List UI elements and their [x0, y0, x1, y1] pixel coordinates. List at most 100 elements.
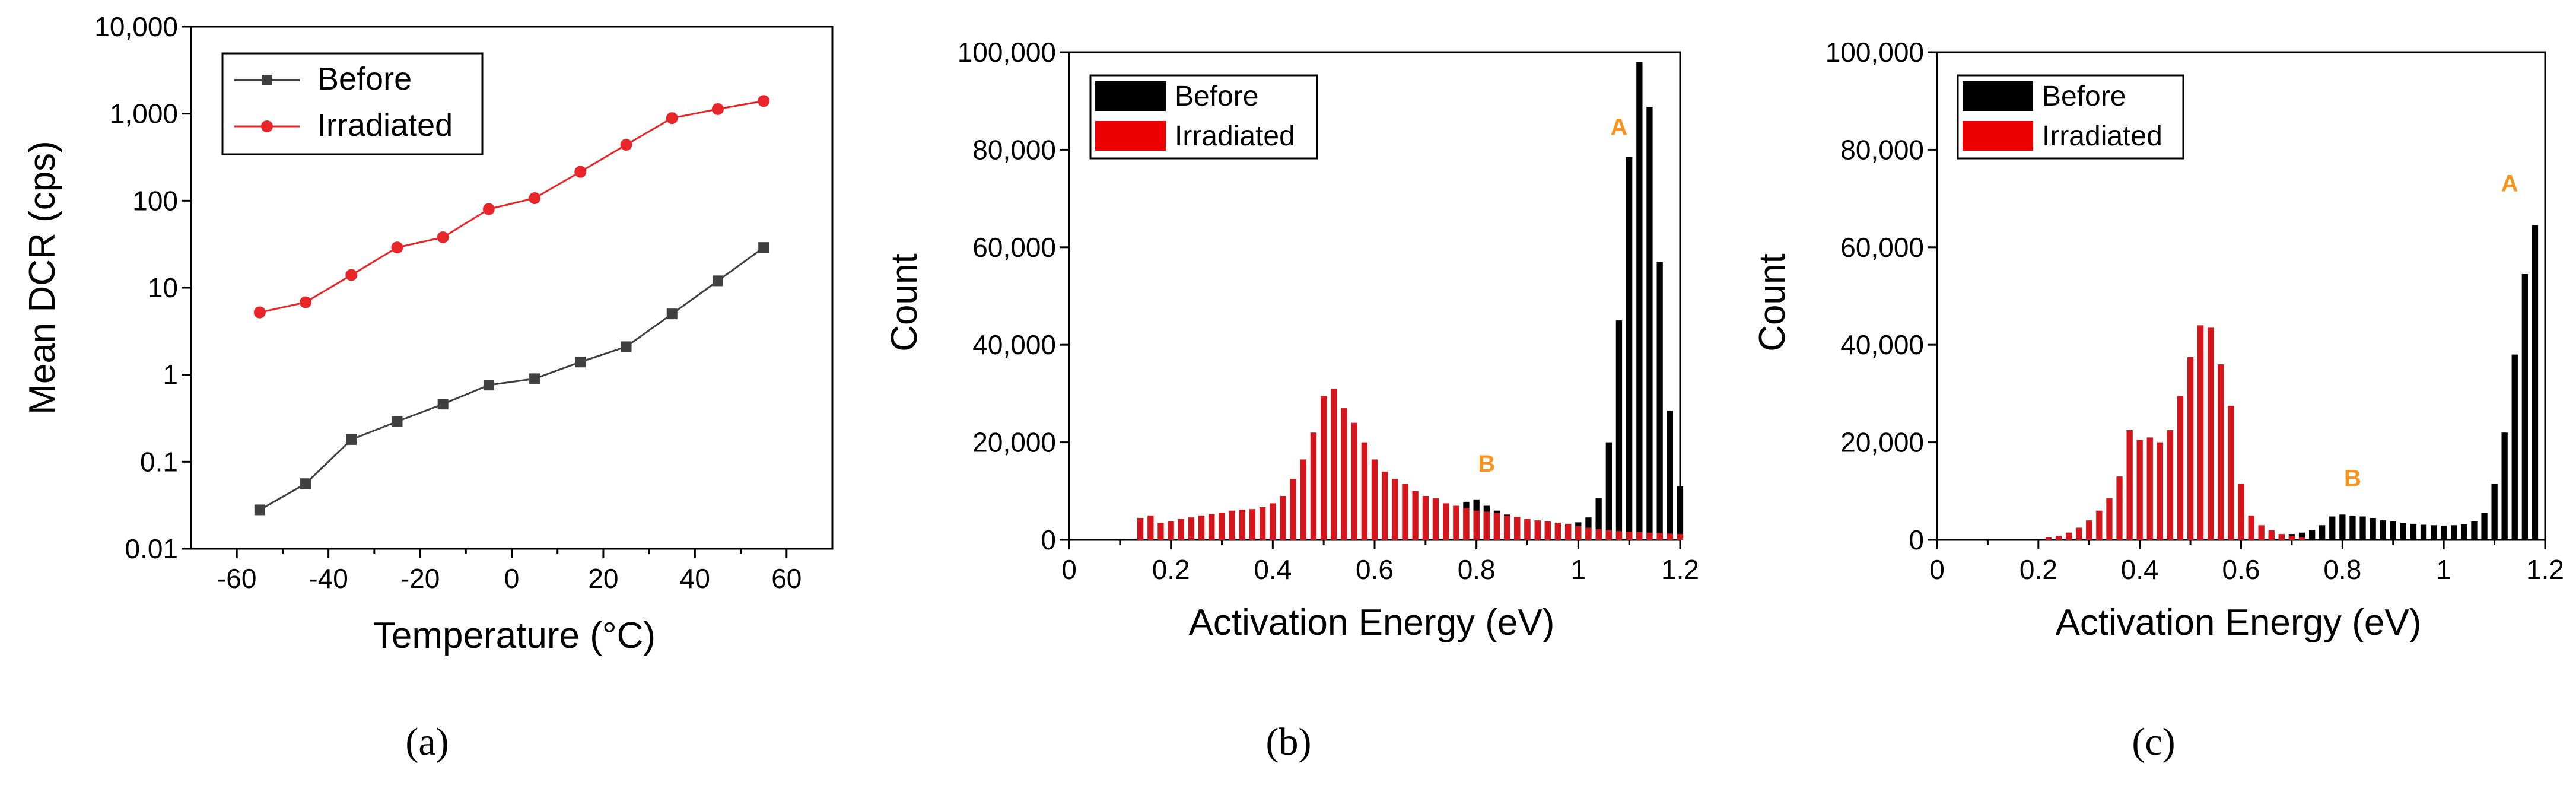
panel-a-x-tick-label: 20 — [588, 563, 618, 594]
panel-c-x-tick-label: 1 — [2436, 554, 2451, 585]
panel-b-bar-irradiated — [1209, 514, 1215, 540]
panel-a-point-irradiated — [391, 241, 403, 254]
panel-b-bar-irradiated — [1361, 442, 1367, 540]
panel-c-bar-before — [2380, 520, 2386, 540]
panel-b-bar-irradiated — [1514, 517, 1521, 540]
panel-a-point-before — [575, 357, 586, 368]
panel-b-bar-irradiated — [1605, 530, 1612, 540]
panel-b-bar-irradiated — [1626, 532, 1633, 540]
panel-a-point-before — [346, 434, 357, 445]
panel-b-bar-irradiated — [1321, 396, 1327, 540]
panel-b-bar-irradiated — [1147, 515, 1154, 540]
panel-a-legend-label-before: Before — [317, 61, 412, 97]
panel-b-bar-irradiated — [1382, 471, 1388, 540]
panel-c-legend-swatch-irradiated — [1963, 121, 2033, 151]
panel-a-point-irradiated — [437, 231, 449, 243]
panel-b-x-tick-label: 0 — [1061, 554, 1077, 585]
panel-c-bar-before — [2511, 354, 2518, 540]
panel-b-bar-irradiated — [1290, 479, 1296, 540]
panel-b-bar-irradiated — [1341, 408, 1347, 540]
panel-c-x-tick-label: 0.6 — [2222, 554, 2260, 585]
panel-a-legend: Before Irradiated — [221, 52, 484, 155]
panel-b-bar-irradiated — [1157, 523, 1164, 540]
panel-b-bar-irradiated — [1402, 484, 1408, 540]
panel-c-bar-irradiated — [2157, 442, 2163, 540]
panel-b-label: (b) — [1266, 720, 1312, 764]
panel-b-legend-label-before: Before — [1175, 81, 1258, 112]
panel-a-point-irradiated — [620, 138, 632, 151]
panel-b-bar-irradiated — [1249, 509, 1256, 540]
panel-a-x-axis-title: Temperature (°C) — [373, 615, 656, 656]
panel-c-bar-before — [2491, 484, 2498, 540]
panel-c-x-tick-label: 1.2 — [2526, 554, 2564, 585]
panel-b-y-tick-label: 80,000 — [972, 134, 1056, 165]
panel-c-bar-irradiated — [2187, 357, 2194, 540]
panel-a-point-before — [254, 504, 265, 516]
panel-c-bar-irradiated — [2258, 525, 2265, 540]
panel-c-x-tick-label: 0.2 — [2020, 554, 2057, 585]
panel-b-x-axis-title: Activation Energy (eV) — [1189, 602, 1555, 643]
panel-b-bar-irradiated — [1656, 533, 1663, 540]
panel-c-bar-before — [2521, 274, 2528, 540]
panel-c-bar-irradiated — [2045, 537, 2052, 540]
panel-b-y-tick-label: 100,000 — [958, 37, 1056, 68]
panel-a-series-line-before — [259, 246, 765, 511]
panel-c-bar-irradiated — [2096, 510, 2103, 540]
panel-a-legend-marker-before — [262, 75, 272, 85]
panel-c-bar-irradiated — [2055, 536, 2062, 540]
panel-a-point-irradiated — [711, 103, 724, 115]
panel-a-point-irradiated — [253, 306, 266, 319]
panel-b-bar-irradiated — [1615, 531, 1623, 540]
panel-a-point-before — [712, 275, 723, 287]
panel-c-y-axis-title: Count — [1752, 253, 1793, 351]
panel-c-y-tick-label: 60,000 — [1840, 232, 1924, 263]
panel-a-x-tick-label: -40 — [309, 563, 348, 594]
panel-b-bar-irradiated — [1178, 519, 1184, 540]
panel-b-bar-before — [1605, 442, 1612, 540]
panel-b-bar-irradiated — [1422, 496, 1429, 540]
panel-c-bar-before — [2400, 523, 2406, 540]
panel-a-series-line-irradiated — [259, 100, 764, 314]
panel-a-label: (a) — [405, 720, 449, 764]
panel-a-chart: -60 -40 -20 0 20 40 60 0.01 0.1 1 10 100 1,000 10,000… — [22, 11, 834, 764]
panel-c-bar-irradiated — [2086, 520, 2092, 540]
panel-a-point-before — [392, 416, 403, 427]
panel-a-y-tick-label: 0.1 — [140, 446, 178, 477]
panel-c-x-tick-label: 0.8 — [2323, 554, 2361, 585]
panel-b-bar-irradiated — [1524, 519, 1531, 540]
panel-c-bar-before — [2309, 530, 2316, 540]
panel-b-bar-irradiated — [1432, 498, 1439, 540]
panel-b-bar-irradiated — [1534, 520, 1541, 540]
panel-a-point-before — [437, 399, 449, 410]
panel-c-bar-before — [2319, 525, 2326, 540]
panel-a-x-tick-label: -20 — [400, 563, 440, 594]
panel-c-annotation-b: B — [2344, 466, 2361, 492]
panel-c-bar-irradiated — [2177, 396, 2184, 540]
panel-a-point-before — [621, 341, 632, 352]
panel-c-bar-before — [2410, 523, 2417, 540]
panel-a-point-irradiated — [345, 269, 358, 281]
panel-b-bar-irradiated — [1443, 503, 1449, 540]
panel-a-x-tick-label: 0 — [504, 563, 520, 594]
panel-b-x-tick-label: 1 — [1571, 554, 1586, 585]
panel-c-annotation-a: A — [2501, 170, 2518, 196]
panel-b-y-tick-label: 60,000 — [972, 232, 1056, 263]
panel-a-point-irradiated — [666, 112, 678, 125]
panel-c-bar-before — [2035, 539, 2041, 540]
panel-a-plot-area: -60 -40 -20 0 20 40 60 0.01 0.1 1 10 100 1,000 10,000 — [94, 11, 834, 594]
panel-a-point-irradiated — [574, 166, 587, 178]
panel-b-bar-irradiated — [1483, 511, 1490, 540]
panel-c-bar-irradiated — [2238, 484, 2244, 540]
panel-b-legend-label-irradiated: Irradiated — [1175, 120, 1295, 152]
panel-b-x-tick-label: 0.8 — [1458, 554, 1496, 585]
panel-c-y-tick-label: 0 — [1909, 524, 1924, 555]
panel-b-bar-before — [1595, 498, 1602, 540]
panel-c-bar-irradiated — [2146, 437, 2153, 540]
panel-c-bar-before — [2339, 514, 2346, 540]
panel-b-legend: Before Irradiated — [1089, 74, 1318, 160]
panel-a-x-tick-label: 60 — [771, 563, 802, 594]
panel-b-bar-irradiated — [1412, 491, 1419, 540]
panel-c-bar-before — [2359, 516, 2366, 540]
panel-a-legend-label-irradiated: Irradiated — [317, 107, 453, 143]
